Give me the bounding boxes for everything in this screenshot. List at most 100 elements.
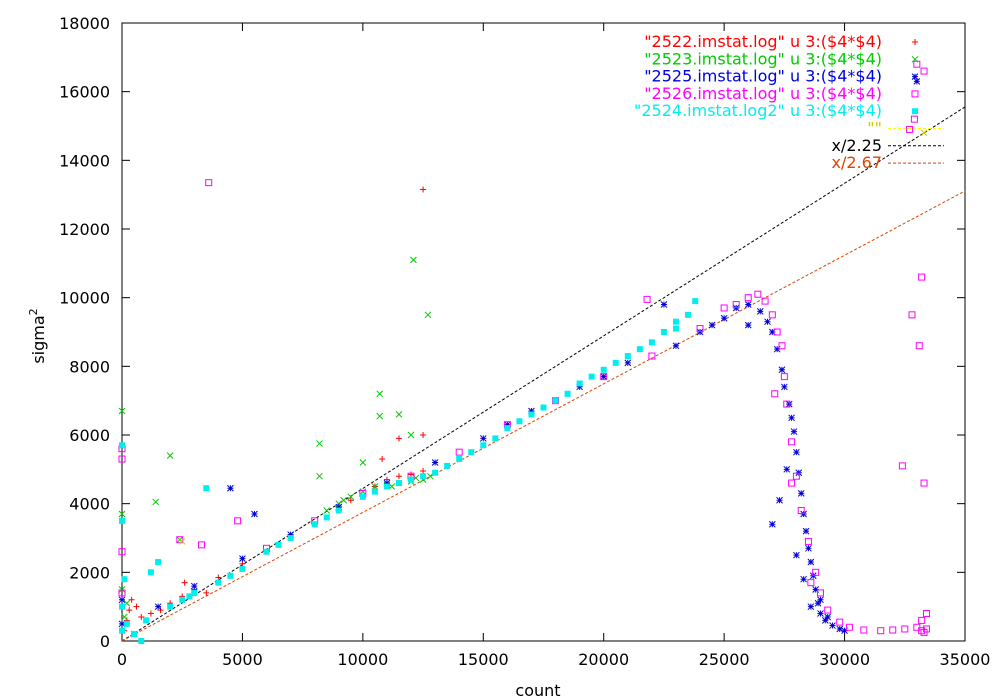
- data-point: [407, 431, 415, 439]
- x-tick-label: 30000: [819, 650, 870, 669]
- data-point: [918, 627, 926, 635]
- y-tick-label: 8000: [69, 357, 110, 376]
- data-point: [205, 179, 213, 187]
- reference-line: [121, 190, 966, 642]
- data-point: [347, 497, 354, 504]
- data-point: [359, 459, 367, 466]
- data-point: [901, 625, 909, 633]
- data-point: [918, 616, 926, 624]
- data-point: [287, 535, 294, 541]
- data-point: [540, 404, 547, 411]
- data-point: [824, 613, 832, 621]
- data-point: [239, 560, 246, 567]
- data-point: [771, 390, 779, 398]
- data-point: [118, 407, 126, 415]
- data-point: [672, 325, 679, 332]
- data-point: [431, 459, 439, 466]
- data-point: [143, 617, 150, 624]
- data-point: [918, 273, 926, 281]
- data-point: [660, 329, 667, 335]
- data-point: [420, 432, 427, 438]
- data-point: [251, 510, 258, 518]
- data-point: [528, 411, 535, 418]
- data-point: [922, 625, 930, 633]
- data-point: [600, 373, 608, 381]
- y-tick-label: 2000: [69, 563, 110, 582]
- data-point: [576, 380, 583, 387]
- data-point: [123, 620, 130, 627]
- data-point: [643, 295, 651, 303]
- data-point: [672, 318, 679, 325]
- data-point: [455, 448, 463, 456]
- data-point: [889, 626, 897, 634]
- legend-marker: [911, 55, 919, 63]
- data-point: [468, 449, 475, 456]
- data-point: [797, 490, 805, 497]
- data-point: [383, 483, 390, 490]
- data-point: [761, 297, 769, 305]
- data-point: [814, 599, 822, 607]
- data-point: [119, 627, 125, 634]
- data-point: [576, 383, 583, 391]
- data-point: [778, 342, 786, 350]
- legend-label: x/2.25: [832, 136, 882, 155]
- data-point: [166, 452, 174, 459]
- data-point: [347, 493, 355, 501]
- data-point: [841, 627, 848, 635]
- data-point: [456, 456, 463, 463]
- data-point: [783, 465, 791, 473]
- data-point: [920, 129, 928, 137]
- data-point: [263, 548, 270, 555]
- data-point: [480, 442, 487, 449]
- data-point: [915, 342, 923, 350]
- legend-label: "2524.imstat.log2" u 3:($4*$4): [634, 101, 882, 120]
- data-point: [335, 503, 343, 511]
- data-point: [432, 469, 439, 476]
- data-point: [504, 425, 511, 432]
- data-point: [910, 115, 918, 123]
- data-point: [660, 301, 668, 308]
- data-point: [600, 366, 607, 373]
- data-point: [807, 603, 815, 611]
- data-point: [408, 471, 415, 478]
- x-tick-label: 5000: [222, 650, 263, 669]
- legend-marker: [911, 90, 919, 98]
- data-point: [906, 125, 914, 133]
- data-point: [821, 617, 829, 624]
- data-point: [807, 558, 815, 566]
- data-point: [720, 304, 728, 312]
- data-point: [696, 325, 704, 333]
- y-axis-title-superscript: 2: [27, 308, 40, 315]
- data-point: [155, 559, 162, 566]
- data-point: [793, 551, 800, 559]
- data-point: [138, 613, 145, 620]
- data-point: [167, 603, 174, 610]
- data-point: [424, 311, 432, 319]
- data-point: [118, 589, 126, 597]
- data-point: [376, 390, 384, 398]
- legend-label: "2523.imstat.log" u 3:($4*$4): [644, 49, 882, 68]
- data-point: [802, 527, 810, 535]
- data-point: [922, 610, 930, 618]
- data-point: [552, 397, 559, 404]
- data-point: [744, 301, 752, 308]
- data-point: [836, 618, 844, 626]
- data-point: [227, 572, 234, 579]
- data-point: [379, 456, 386, 463]
- data-point: [176, 536, 184, 544]
- data-point: [708, 321, 716, 329]
- data-point: [504, 421, 511, 429]
- data-point: [492, 435, 499, 442]
- data-point: [845, 623, 853, 631]
- data-point: [121, 576, 128, 583]
- data-point: [234, 517, 242, 525]
- data-point: [420, 468, 427, 475]
- data-point: [340, 496, 347, 504]
- data-point: [131, 631, 138, 638]
- reference-lines: [121, 106, 966, 642]
- data-point: [648, 339, 655, 346]
- data-point: [147, 610, 154, 617]
- data-point: [516, 418, 523, 425]
- data-point: [776, 496, 783, 504]
- data-point: [764, 318, 771, 326]
